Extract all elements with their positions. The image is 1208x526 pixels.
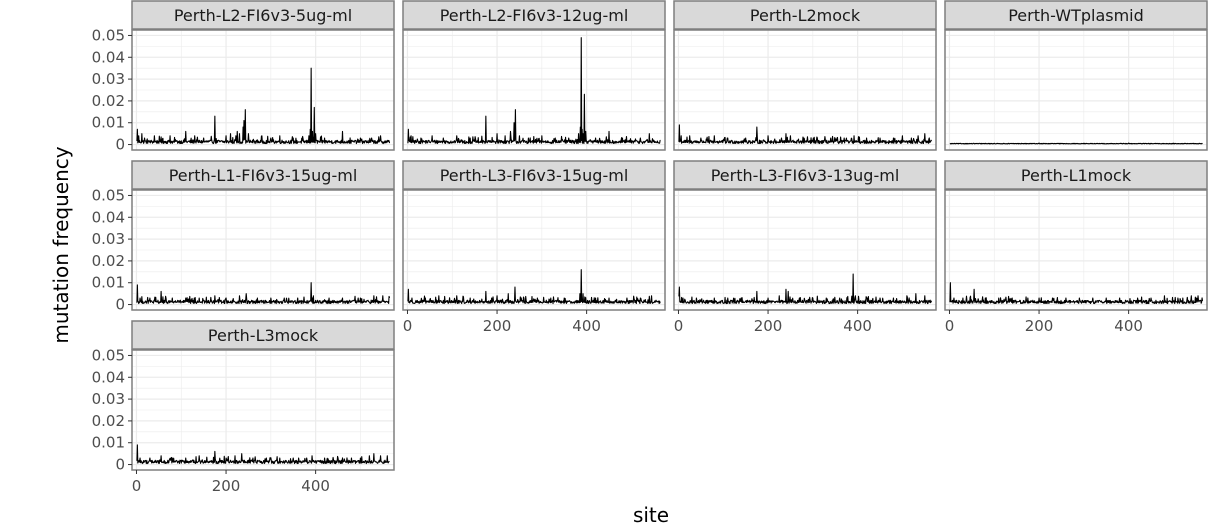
y-tick-label: 0.03 — [92, 390, 125, 408]
series-line — [136, 444, 390, 465]
y-tick-label: 0.01 — [92, 434, 125, 452]
facet-panel: Perth-L3mock 0 0.01 0.02 0.03 0.04 0.05 0 200 400 — [92, 320, 395, 495]
panel-border — [131, 189, 395, 311]
facet-title: Perth-L1-FI6v3-15ug-ml — [169, 166, 358, 185]
facet-title: Perth-L2-FI6v3-5ug-ml — [174, 6, 352, 25]
facet-title: Perth-L3-FI6v3-15ug-ml — [440, 166, 629, 185]
facet-strip — [673, 0, 937, 30]
y-tick-label: 0.03 — [92, 230, 125, 248]
y-tick-label: 0.03 — [92, 70, 125, 88]
panel-border — [673, 189, 937, 311]
facet-panel: Perth-L2mock — [673, 0, 937, 151]
y-tick-label: 0.02 — [92, 92, 125, 110]
x-tick-label: 200 — [212, 477, 241, 495]
series-line — [678, 124, 933, 145]
panel-border — [944, 29, 1208, 151]
facet-strip — [131, 0, 395, 30]
facet-panels: Perth-L2-FI6v3-5ug-ml 0 0.01 0.02 0.03 0.04 0.… — [92, 0, 1208, 495]
facet-panel: Perth-L1mock 0 200 400 — [944, 160, 1208, 335]
panel-border — [402, 189, 666, 311]
x-tick-label: 0 — [403, 317, 413, 335]
facet-strip — [944, 0, 1208, 30]
facet-strip — [131, 160, 395, 190]
y-tick-label: 0.04 — [92, 208, 125, 226]
facet-title: Perth-L1mock — [1021, 166, 1132, 185]
facet-panel: Perth-L2-FI6v3-12ug-ml — [402, 0, 666, 151]
y-tick-label: 0 — [115, 296, 125, 314]
facet-panel: Perth-L2-FI6v3-5ug-ml 0 0.01 0.02 0.03 0.04 0.… — [92, 0, 395, 154]
series-line — [949, 282, 1204, 305]
y-tick-label: 0.05 — [92, 346, 125, 364]
x-tick-label: 400 — [572, 317, 601, 335]
facet-title: Perth-L2-FI6v3-12ug-ml — [440, 6, 629, 25]
series-line — [407, 269, 661, 305]
y-tick-label: 0 — [115, 456, 125, 474]
y-tick-label: 0 — [115, 136, 125, 154]
x-tick-label: 0 — [945, 317, 955, 335]
facet-title: Perth-L2mock — [750, 6, 861, 25]
facet-panel: Perth-L3-FI6v3-15ug-ml 0 200 400 — [402, 160, 666, 335]
x-tick-label: 0 — [674, 317, 684, 335]
x-tick-label: 0 — [132, 477, 142, 495]
panel-border — [402, 29, 666, 151]
facet-panel: Perth-WTplasmid — [944, 0, 1208, 151]
panel-border — [131, 29, 395, 151]
facet-title: Perth-L3mock — [208, 326, 319, 345]
x-tick-label: 200 — [1025, 317, 1054, 335]
facet-title: Perth-L3-FI6v3-13ug-ml — [711, 166, 900, 185]
y-tick-label: 0.01 — [92, 114, 125, 132]
x-axis-title: site — [633, 503, 669, 526]
facet-strip — [944, 160, 1208, 190]
panel-border — [131, 349, 395, 471]
facet-panel: Perth-L3-FI6v3-13ug-ml 0 200 400 — [673, 160, 937, 335]
y-tick-label: 0.05 — [92, 26, 125, 44]
x-tick-label: 400 — [301, 477, 330, 495]
y-tick-label: 0.05 — [92, 186, 125, 204]
series-line — [136, 282, 391, 305]
y-tick-label: 0.02 — [92, 412, 125, 430]
series-line — [949, 142, 1203, 145]
y-tick-label: 0.01 — [92, 274, 125, 292]
y-tick-label: 0.04 — [92, 368, 125, 386]
series-line — [678, 273, 933, 305]
x-tick-label: 400 — [1114, 317, 1143, 335]
facet-strip — [402, 0, 666, 30]
x-tick-label: 200 — [754, 317, 783, 335]
facet-title: Perth-WTplasmid — [1008, 6, 1144, 25]
x-tick-label: 200 — [483, 317, 512, 335]
facet-strip — [131, 320, 395, 350]
facet-strip — [402, 160, 666, 190]
y-axis-title: mutation frequency — [49, 146, 73, 343]
y-tick-label: 0.04 — [92, 48, 125, 66]
series-line — [407, 37, 661, 145]
y-tick-label: 0.02 — [92, 252, 125, 270]
series-line — [136, 67, 391, 145]
facet-panel: Perth-L1-FI6v3-15ug-ml 0 0.01 0.02 0.03 0.04 0… — [92, 160, 395, 314]
x-tick-label: 400 — [843, 317, 872, 335]
panel-border — [944, 189, 1208, 311]
facet-strip — [673, 160, 937, 190]
panel-border — [673, 29, 937, 151]
